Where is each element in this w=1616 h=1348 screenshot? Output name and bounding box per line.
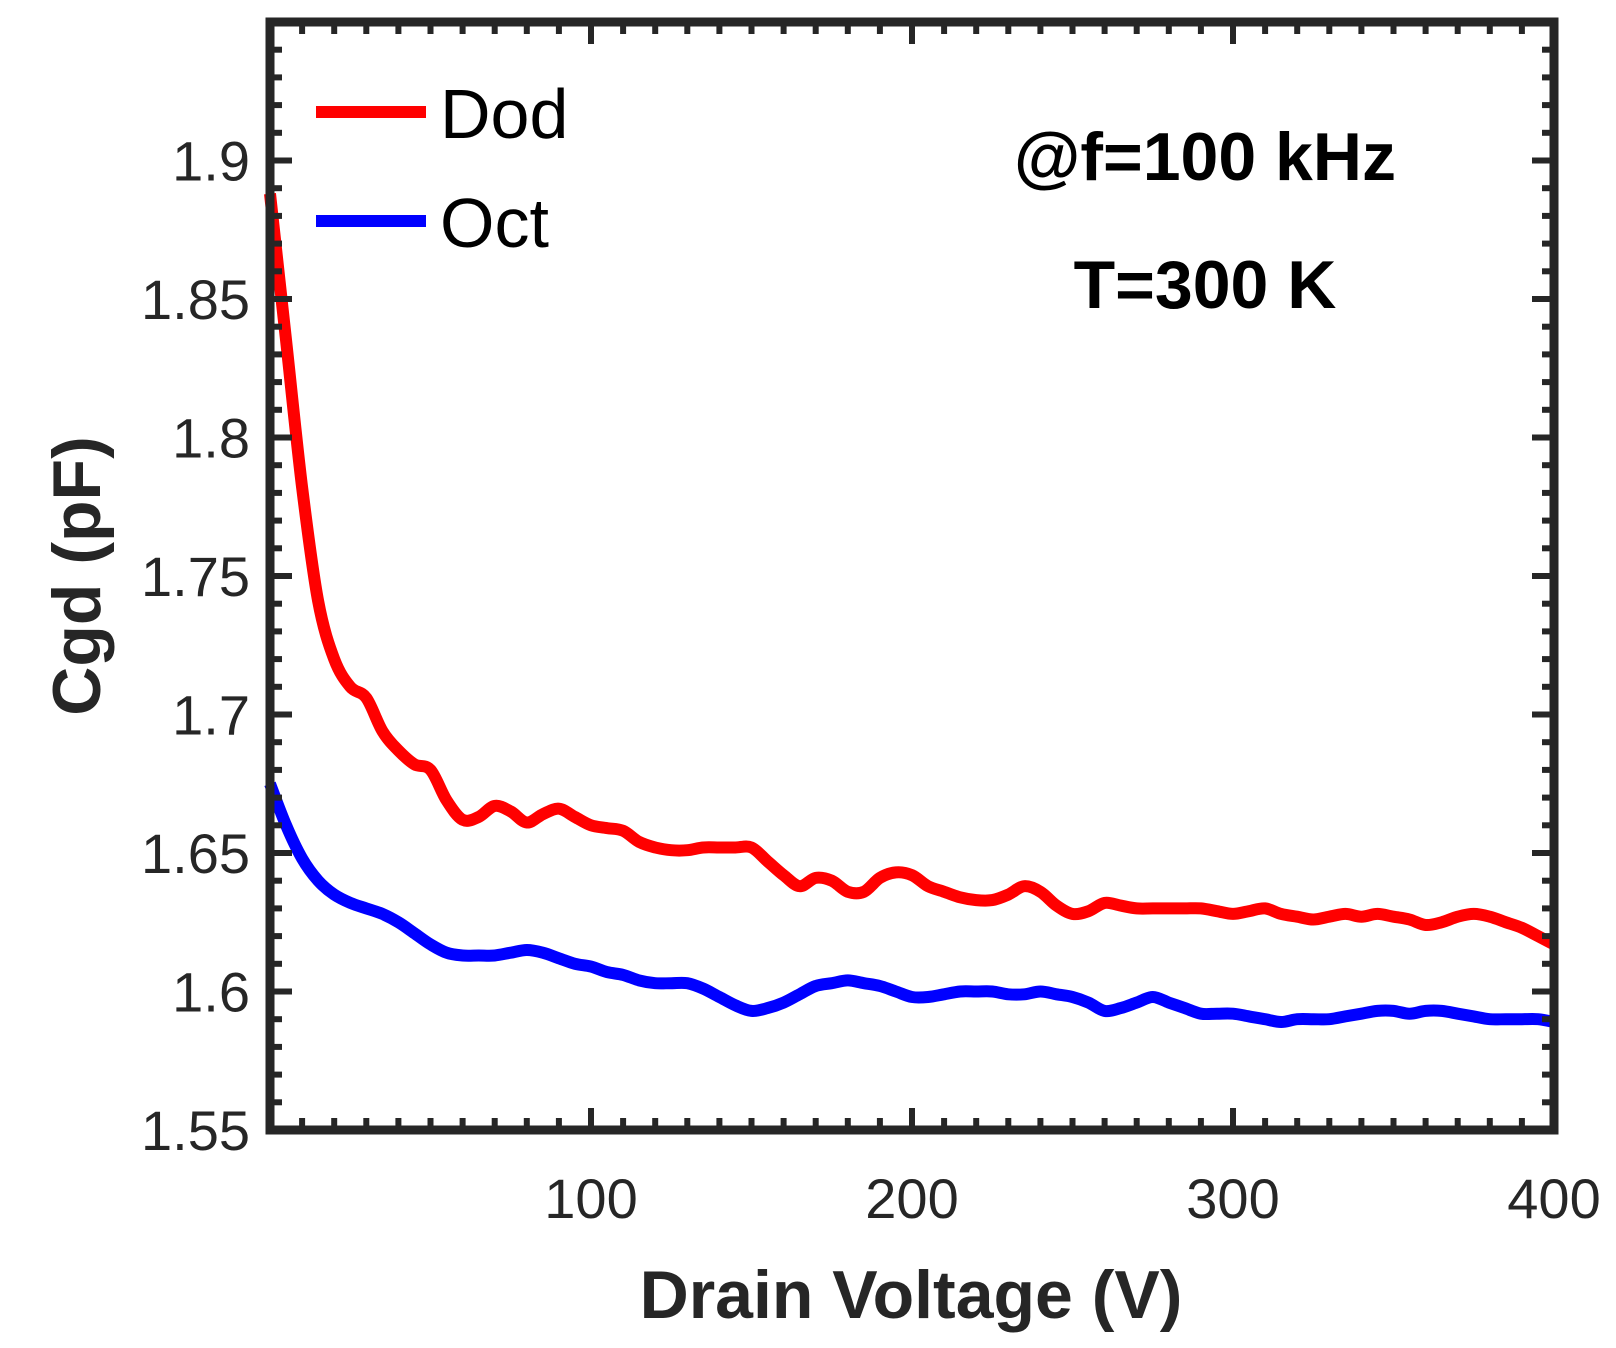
legend-label-dod: Dod — [440, 75, 568, 153]
y-tick-label: 1.65 — [141, 822, 250, 885]
y-tick-label: 1.6 — [172, 961, 250, 1024]
legend: Dod Oct — [316, 75, 568, 262]
plot-background — [270, 22, 1554, 1130]
series-layer — [264, 193, 1557, 1028]
legend-label-oct: Oct — [440, 184, 549, 262]
x-tick-label: 200 — [865, 1167, 958, 1230]
x-tick-label: 400 — [1507, 1167, 1600, 1230]
tick-layer: 100 200 300 400 1.55 1.6 1.65 1.7 1.75 1.8 1.85 1.9 — [141, 22, 1601, 1230]
annotation-temperature: T=300 K — [1074, 247, 1337, 323]
x-axis-label: Drain Voltage (V) — [640, 1257, 1183, 1333]
y-axis-label: Cgd (pF) — [39, 436, 115, 715]
x-tick-label: 100 — [544, 1167, 637, 1230]
y-tick-label: 1.75 — [141, 545, 250, 608]
y-tick-label: 1.7 — [172, 684, 250, 747]
x-tick-label: 300 — [1186, 1167, 1279, 1230]
series-line-oct — [264, 781, 1556, 1028]
plot-frame — [265, 17, 1559, 1135]
y-tick-label: 1.55 — [141, 1099, 250, 1162]
y-tick-label: 1.85 — [141, 268, 250, 331]
y-tick-label: 1.9 — [172, 130, 250, 193]
annotation-frequency: @f=100 kHz — [1014, 119, 1396, 195]
series-line-dod — [264, 193, 1557, 950]
y-tick-label: 1.8 — [172, 407, 250, 470]
